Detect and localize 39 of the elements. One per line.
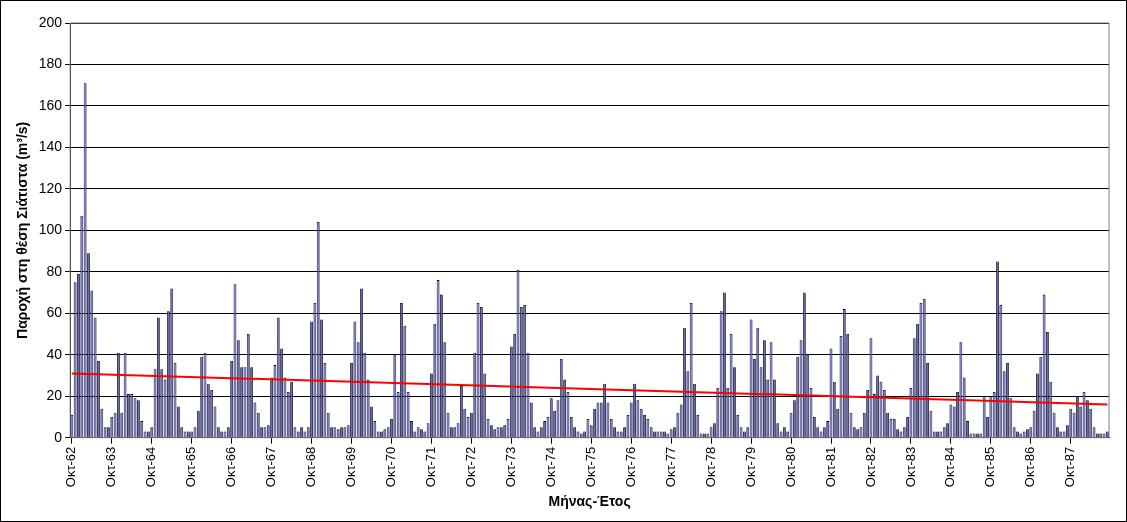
x-tick-label: Οκτ-74 — [542, 446, 558, 488]
x-tick-label: Οκτ-79 — [742, 446, 758, 488]
x-tick-label: Οκτ-63 — [103, 446, 119, 488]
x-tick-label: Οκτ-85 — [982, 446, 998, 488]
y-tick-label: 120 — [38, 179, 63, 196]
x-tick-label: Οκτ-67 — [263, 446, 279, 488]
y-tick-label: 60 — [46, 304, 63, 321]
x-tick-label: Οκτ-70 — [383, 446, 399, 488]
x-tick-label: Οκτ-64 — [143, 446, 159, 488]
x-tick-label: Οκτ-69 — [343, 446, 359, 488]
x-tick-label: Οκτ-81 — [822, 446, 838, 488]
x-tick-label: Οκτ-84 — [942, 446, 958, 488]
y-tick-label: 100 — [38, 221, 63, 238]
x-tick-label: Οκτ-80 — [782, 446, 798, 488]
x-tick-label: Οκτ-71 — [423, 446, 439, 488]
y-tick-label: 40 — [46, 345, 63, 362]
x-tick-label: Οκτ-82 — [862, 446, 878, 488]
x-tick-label: Οκτ-86 — [1022, 446, 1038, 488]
x-tick-label: Οκτ-68 — [303, 446, 319, 488]
y-tick-label: 140 — [38, 138, 63, 155]
y-tick-label: 180 — [38, 55, 63, 72]
x-tick-label: Οκτ-66 — [223, 446, 239, 488]
y-tick-label: 20 — [46, 387, 63, 404]
y-tick-label: 0 — [54, 428, 63, 445]
x-tick-label: Οκτ-75 — [582, 446, 598, 488]
x-tick-label: Οκτ-65 — [183, 446, 199, 488]
x-tick-label: Οκτ-78 — [702, 446, 718, 488]
x-tick-label: Οκτ-76 — [622, 446, 638, 488]
y-tick-label: 160 — [38, 96, 63, 113]
y-tick-label: 200 — [38, 13, 63, 30]
x-tick-label: Οκτ-62 — [63, 446, 79, 488]
y-axis-title: Παροχή στη θέση Σιάτιστα (m³/s) — [14, 121, 31, 339]
x-tick-label: Οκτ-77 — [662, 446, 678, 488]
x-tick-label: Οκτ-83 — [902, 446, 918, 488]
x-tick-label: Οκτ-72 — [462, 446, 478, 488]
x-tick-label: Οκτ-73 — [502, 446, 518, 488]
x-tick-label: Οκτ-87 — [1062, 446, 1078, 488]
x-axis-title: Μήνας-Έτος — [548, 493, 631, 510]
y-tick-label: 80 — [46, 262, 63, 279]
